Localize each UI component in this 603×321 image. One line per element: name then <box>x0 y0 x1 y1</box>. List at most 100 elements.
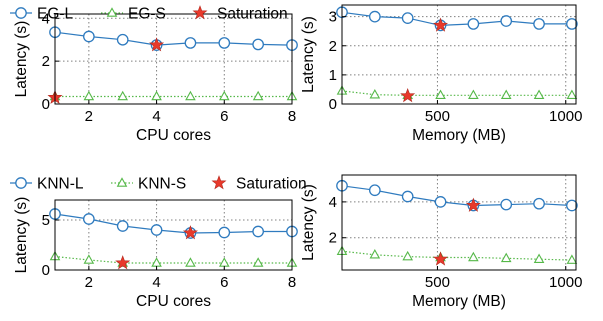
data-point-knn-s <box>468 251 479 262</box>
y-axis-label: Latency (s) <box>300 16 317 93</box>
data-point-eg-s <box>468 89 479 100</box>
data-point-eg-s <box>566 89 578 100</box>
legend-eg_cpu: EG-L EG-S Saturation <box>10 5 288 23</box>
data-point-eg-s <box>252 90 264 101</box>
legend-label: KNN-S <box>138 176 186 193</box>
data-point-knn-s <box>83 254 95 264</box>
x-tick-label: 4 <box>152 274 160 291</box>
y-tick-label: 2 <box>329 230 337 247</box>
data-point-eg-s <box>435 89 446 100</box>
series-line-eg-s <box>341 90 572 96</box>
data-point-knn-l <box>368 184 381 197</box>
data-point-eg-l <box>116 33 129 46</box>
saturation-marker <box>182 225 198 240</box>
y-tick-label: 1 <box>329 67 337 84</box>
saturation-marker <box>149 37 165 52</box>
x-axis-label: CPU cores <box>136 293 211 310</box>
data-point-eg-l <box>218 37 231 49</box>
x-tick-label: 8 <box>288 274 296 291</box>
chart-eg_mem: 500 1000 0 1 2 3 Memory (MB) Latency (s) <box>300 4 582 144</box>
chart-eg_cpu: 2 4 6 8 0 2 4 CPU cores Latency (s) EG-L EG-S Satur… <box>10 5 298 144</box>
data-point-eg-l <box>401 12 414 24</box>
x-tick-label: 1000 <box>549 108 582 125</box>
y-tick-label: 0 <box>329 96 337 113</box>
legend-saturation-star <box>211 175 227 190</box>
data-point-knn-s <box>151 257 162 267</box>
data-point-eg-s <box>533 89 545 100</box>
x-axis-label: Memory (MB) <box>412 127 506 144</box>
y-tick-label: 5 <box>42 212 50 229</box>
data-point-eg-l <box>467 18 480 30</box>
y-tick-label: 0 <box>42 262 50 279</box>
data-point-eg-s <box>117 90 129 101</box>
data-point-eg-s <box>500 89 512 100</box>
x-axis-label: CPU cores <box>136 127 211 144</box>
data-point-eg-l <box>252 38 264 51</box>
plot-frame <box>341 4 577 105</box>
data-point-eg-l <box>368 10 381 23</box>
data-point-eg-s <box>83 90 95 101</box>
data-point-knn-s <box>533 253 545 264</box>
legend-marker <box>106 7 118 17</box>
data-point-knn-s <box>218 257 230 267</box>
y-tick-label: 0 <box>42 96 50 113</box>
chart-knn_cpu: 2 4 6 8 0 5 CPU cores Latency (s) KNN-L KNN-S Satu… <box>10 175 307 310</box>
data-point-knn-l <box>116 220 129 232</box>
saturation-marker <box>465 197 481 212</box>
x-tick-label: 6 <box>220 108 228 125</box>
data-point-knn-s <box>566 254 578 264</box>
data-point-knn-s <box>369 249 381 259</box>
data-point-eg-l <box>566 18 578 30</box>
legend-label: Saturation <box>217 6 288 23</box>
saturation-marker <box>433 17 449 32</box>
x-tick-label: 1000 <box>549 274 582 291</box>
legend-marker <box>15 177 27 189</box>
data-point-knn-l <box>500 198 513 211</box>
chart-knn_mem: 500 1000 2 4 Memory (MB) Latency (s) <box>300 174 582 310</box>
y-tick-label: 2 <box>329 38 337 55</box>
data-point-eg-s <box>218 90 230 101</box>
legend-label: Saturation <box>236 176 307 193</box>
data-point-eg-l <box>83 30 95 43</box>
x-tick-label: 2 <box>85 274 93 291</box>
legend-marker <box>116 177 128 187</box>
y-tick-label: 4 <box>42 10 50 27</box>
saturation-marker <box>115 255 131 270</box>
legend-label: EG-L <box>37 6 74 23</box>
legend-knn_cpu: KNN-L KNN-S Saturation <box>10 175 307 193</box>
y-tick-label: 4 <box>329 194 337 211</box>
saturation-marker <box>400 87 416 103</box>
data-point-eg-l <box>184 37 197 49</box>
x-axis-label: Memory (MB) <box>412 293 506 310</box>
data-point-knn-l <box>566 199 578 212</box>
legend-label: EG-S <box>128 6 166 23</box>
saturation-marker <box>433 251 449 266</box>
data-point-knn-l <box>401 190 414 203</box>
x-tick-label: 2 <box>85 108 93 125</box>
data-point-knn-l <box>533 197 545 210</box>
plot-frame <box>341 174 577 271</box>
x-tick-label: 6 <box>220 274 228 291</box>
data-point-knn-l <box>252 225 264 238</box>
data-point-eg-l <box>500 15 513 27</box>
y-tick-label: 3 <box>329 9 337 26</box>
plot-frame <box>54 199 293 271</box>
data-point-eg-l <box>533 18 545 30</box>
data-point-knn-l <box>150 224 163 236</box>
y-tick-label: 2 <box>42 53 50 70</box>
y-axis-label: Latency (s) <box>13 197 30 274</box>
x-tick-label: 4 <box>152 108 160 125</box>
y-axis-label: Latency (s) <box>13 21 30 98</box>
series-line-knn-s <box>54 255 292 264</box>
plot-frame <box>54 13 293 105</box>
data-point-eg-s <box>369 88 381 99</box>
x-tick-label: 500 <box>425 274 450 291</box>
y-axis-label: Latency (s) <box>300 184 317 261</box>
legend-marker <box>15 7 27 19</box>
x-tick-label: 8 <box>288 108 296 125</box>
data-point-knn-s <box>185 257 196 267</box>
data-point-eg-s <box>151 90 162 101</box>
legend-saturation-star <box>192 5 208 20</box>
data-point-knn-s <box>252 257 264 267</box>
